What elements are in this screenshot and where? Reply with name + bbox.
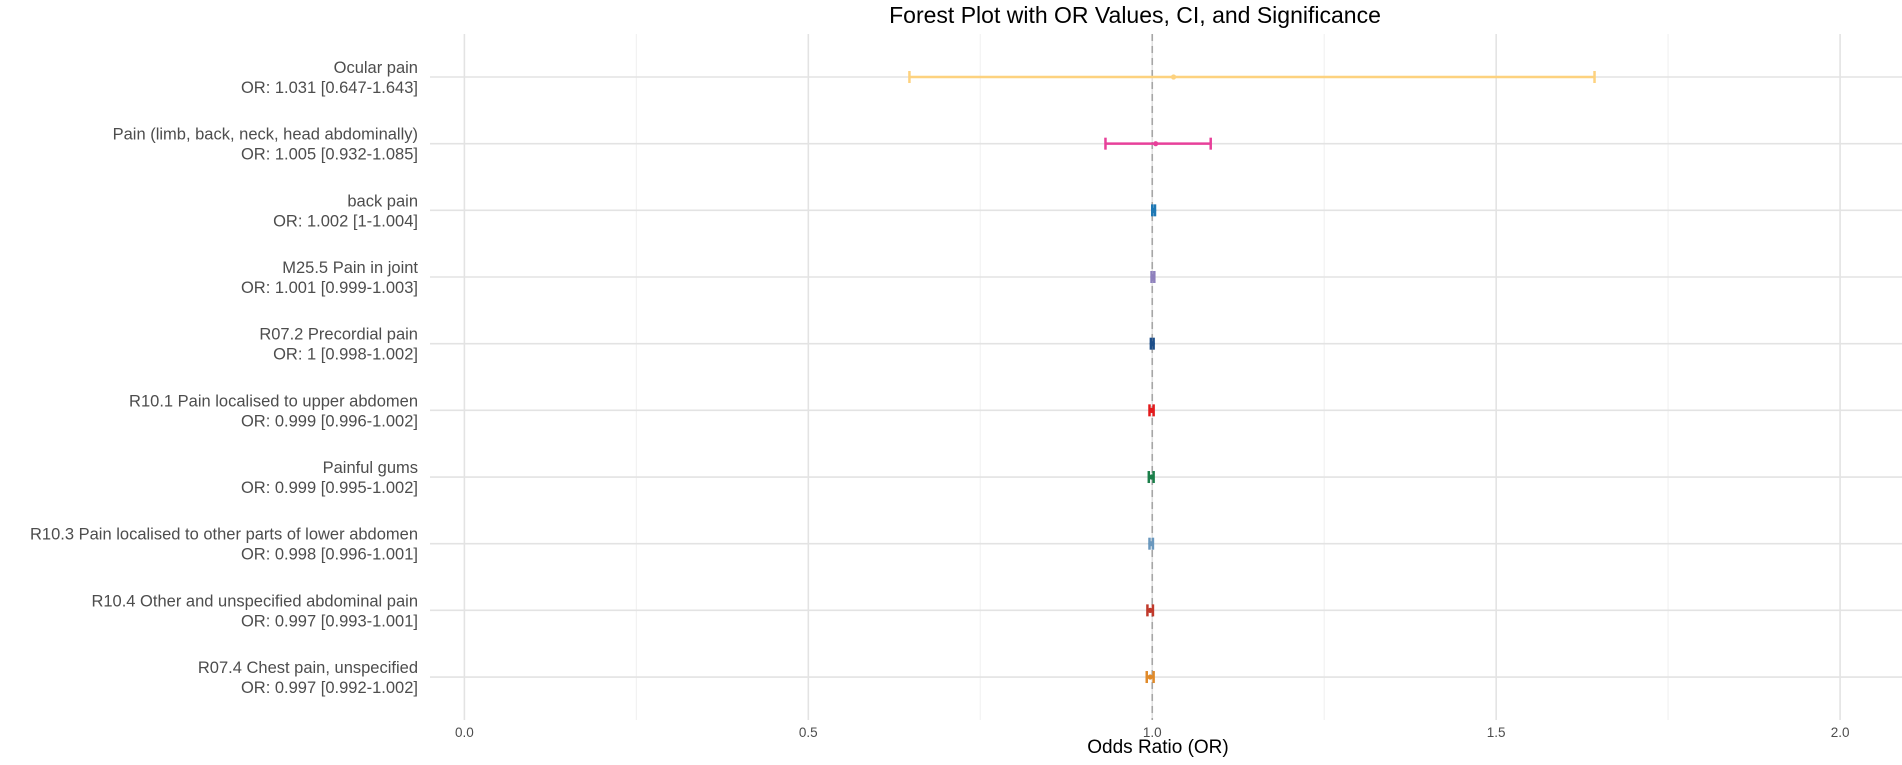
row-or-label: OR: 0.999 [0.996-1.002] [241,412,418,430]
x-tick-label: 1.5 [1487,725,1506,740]
forest-row: R07.2 Precordial pain OR: 1 [0.998-1.002] [259,326,1155,364]
x-tick-label: 0.5 [799,725,818,740]
forest-row: M25.5 Pain in joint OR: 1.001 [0.999-1.00… [241,259,1156,297]
row-name-label: R10.3 Pain localised to other parts of l… [30,526,418,544]
row-or-label: OR: 1 [0.998-1.002] [273,346,418,364]
row-or-label: OR: 1.031 [0.647-1.643] [241,79,418,97]
or-point [1147,674,1153,680]
forest-row: R10.1 Pain localised to upper abdomen OR:… [129,392,1155,430]
row-or-label: OR: 1.002 [1-1.004] [273,212,418,230]
row-name-label: M25.5 Pain in joint [282,259,418,277]
row-name-label: R10.1 Pain localised to upper abdomen [129,392,418,410]
x-axis-ticks: 0.0 0.5 1.0 1.5 2.0 [455,725,1849,740]
x-tick-label: 1.0 [1143,725,1162,740]
forest-row: R10.3 Pain localised to other parts of l… [30,526,1155,564]
forest-row: R10.4 Other and unspecified abdominal pa… [91,592,1155,630]
or-point [1148,407,1155,413]
or-point [1148,541,1154,547]
row-or-label: OR: 1.005 [0.932-1.085] [241,146,418,164]
or-point [1153,141,1159,147]
rows: Ocular pain OR: 1.031 [0.647-1.643] Pain (… [30,59,1596,697]
row-or-label: OR: 0.998 [0.996-1.001] [241,546,418,564]
or-point [1150,274,1156,280]
x-tick-label: 0.0 [455,725,474,740]
chart-title: Forest Plot with OR Values, CI, and Sign… [889,2,1381,28]
forest-row: Ocular pain OR: 1.031 [0.647-1.643] [241,59,1596,97]
row-name-label: R10.4 Other and unspecified abdominal pa… [91,592,418,610]
or-point [1147,607,1153,613]
row-name-label: Pain (limb, back, neck, head abdominally… [113,126,418,144]
row-or-label: OR: 0.997 [0.992-1.002] [241,679,418,697]
forest-row: Pain (limb, back, neck, head abdominally… [113,126,1212,164]
or-point [1148,474,1155,480]
row-name-label: Painful gums [323,459,418,477]
or-point [1170,74,1177,80]
forest-row: R07.4 Chest pain, unspecified OR: 0.997 [… [198,659,1155,697]
row-name-label: Ocular pain [334,59,418,77]
x-tick-label: 2.0 [1831,725,1850,740]
row-name-label: R07.2 Precordial pain [259,326,418,344]
row-name-label: back pain [347,192,418,210]
grid [430,34,1902,720]
x-axis-label: Odds Ratio (OR) [1087,737,1228,758]
row-name-label: R07.4 Chest pain, unspecified [198,659,418,677]
or-point [1151,207,1157,213]
row-or-label: OR: 0.999 [0.995-1.002] [241,479,418,497]
row-or-label: OR: 0.997 [0.993-1.001] [241,612,418,630]
row-or-label: OR: 1.001 [0.999-1.003] [241,279,418,297]
or-point [1149,341,1155,347]
forest-row: Painful gums OR: 0.999 [0.995-1.002] [241,459,1155,497]
forest-row: back pain OR: 1.002 [1-1.004] [273,192,1157,230]
